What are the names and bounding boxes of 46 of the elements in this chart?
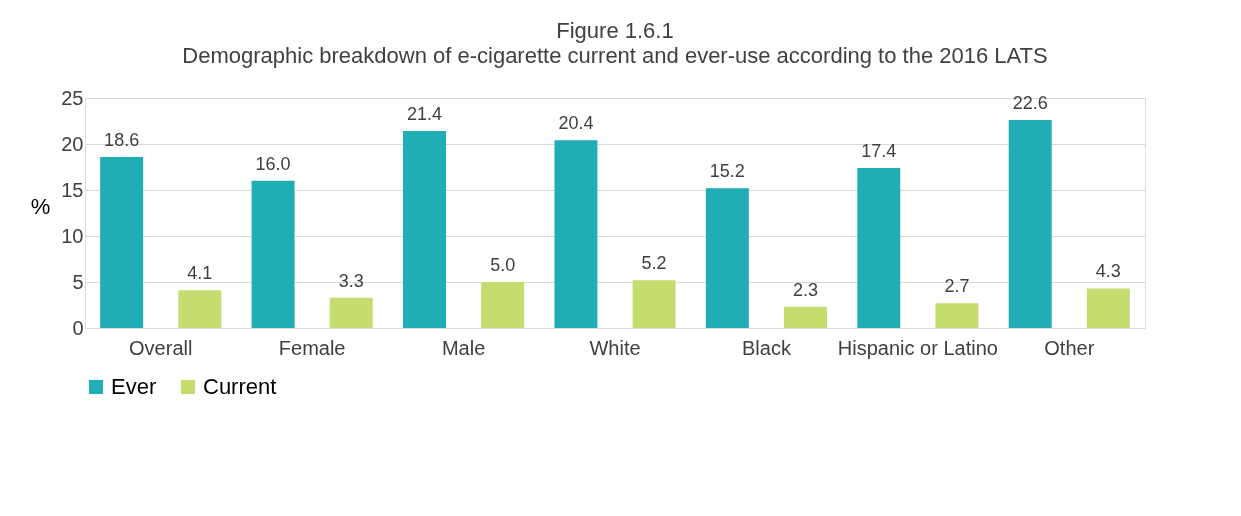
x-tick-label: White	[589, 336, 641, 359]
data-label: 21.4	[406, 104, 443, 125]
y-tick-label: 10	[61, 224, 84, 247]
data-label: 2.3	[792, 279, 819, 300]
bar	[403, 131, 446, 328]
bar	[1008, 120, 1052, 328]
data-label: 5.0	[490, 255, 516, 275]
data-label: 17.4	[861, 140, 897, 161]
data-label: 16.0	[255, 153, 291, 174]
x-tick-label: Hispanic or Latino	[837, 336, 998, 359]
chart-title: Figure 1.6.1	[556, 18, 674, 43]
y-tick-label: 20	[61, 132, 84, 155]
data-label: 2.7	[944, 276, 970, 297]
data-label: 22.6	[1012, 93, 1048, 114]
data-label: 4.3	[1095, 261, 1121, 282]
data-label: 20.4	[558, 113, 594, 134]
bar	[329, 297, 373, 328]
y-axis-title: %	[30, 193, 51, 219]
x-tick-label: Other	[1044, 336, 1095, 359]
x-tick-label: Male	[441, 336, 486, 359]
bar	[481, 282, 525, 328]
bar	[100, 156, 144, 328]
bar	[935, 303, 979, 328]
bar	[705, 188, 749, 328]
bar	[1086, 288, 1130, 328]
data-label: 15.2	[709, 161, 745, 182]
data-label: 5.2	[641, 253, 667, 274]
bar	[554, 140, 598, 328]
x-tick-label: Overall	[129, 336, 193, 359]
bar	[251, 180, 295, 328]
x-tick-label: Black	[741, 336, 792, 359]
data-label: 4.1	[187, 263, 213, 284]
chart-subtitle: Demographic breakdown of e-cigarette current and ever-use according to the 2016 LATS	[182, 43, 1048, 68]
legend-label: Current	[203, 374, 277, 399]
bar	[857, 167, 901, 328]
bar	[178, 290, 222, 328]
bar	[784, 306, 827, 328]
x-tick-label: Female	[278, 336, 346, 359]
data-label: 3.3	[338, 270, 364, 291]
y-tick-label: 25	[61, 86, 84, 109]
bar	[632, 280, 676, 328]
data-label: 18.6	[104, 129, 140, 150]
y-tick-label: 0	[72, 316, 84, 339]
y-tick-label: 15	[61, 178, 84, 201]
legend-label: Ever	[111, 374, 157, 399]
y-tick-label: 5	[72, 270, 84, 293]
